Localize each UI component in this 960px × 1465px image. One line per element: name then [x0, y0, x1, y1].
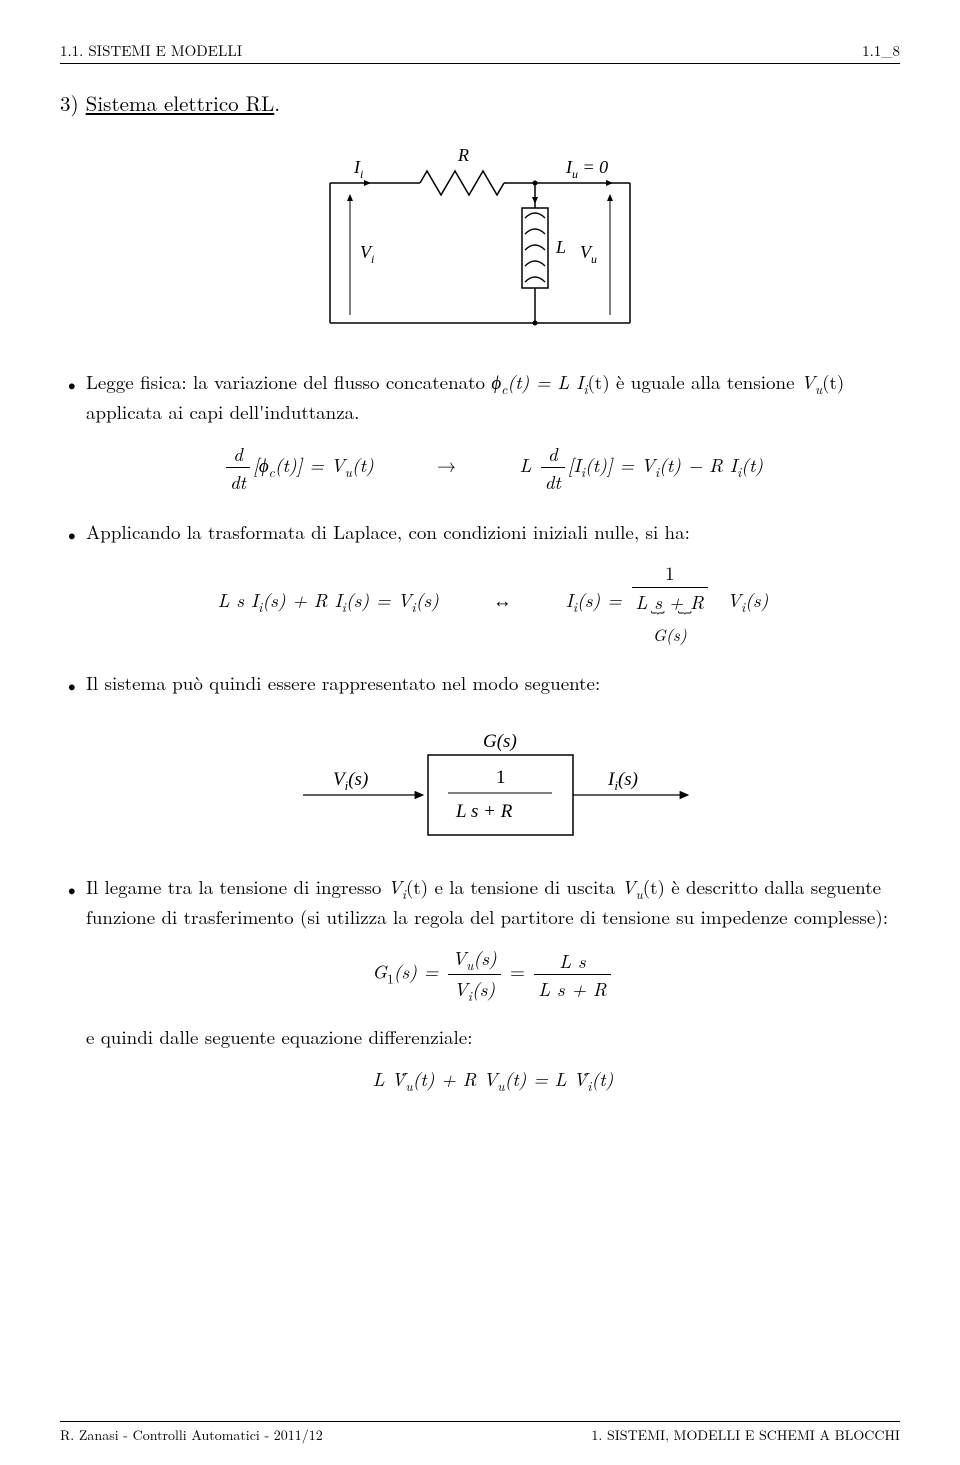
underbrace-icon: ︸ ︸: [629, 615, 712, 622]
eq4-c: (t) = L V̇: [505, 1065, 588, 1092]
svg-text:Vu: Vu: [580, 242, 597, 266]
eq2-Vi: V: [727, 586, 741, 613]
eq2-brace-group: 1L s + R ︸ ︸ G(s): [629, 559, 712, 647]
eq4-b: (t) + R V: [413, 1065, 498, 1092]
bullet-4: Il legame tra la tensione di ingresso Vi…: [60, 873, 900, 1095]
eq1-rhs-b: (t)] = V: [585, 451, 655, 478]
block-diagram: Vi(s) G(s) 1 L s + R Ii(s): [86, 715, 900, 845]
eq3-eq2: =: [510, 958, 531, 985]
eq3-n1a: V: [452, 944, 466, 971]
eq1-lhs-c: (t): [352, 451, 374, 478]
b4-t1: (t) e la tensione di uscita: [406, 873, 622, 900]
svg-text:Ii(s): Ii(s): [607, 769, 638, 793]
eq1-L: L: [519, 451, 531, 478]
b1-phi: ϕ: [491, 368, 501, 395]
equation-1: ddt[ϕc(t)] = Vu(t) → L ddt[Ii(t)] = Vi(t…: [86, 440, 900, 496]
eq1-rhs-a: [I: [568, 451, 581, 478]
eq3-d1a: V: [454, 975, 468, 1002]
eq3-den2: L s + R: [534, 975, 611, 1003]
b4-Vu-sub: u: [636, 883, 643, 902]
header-left: 1.1. SISTEMI E MODELLI: [60, 40, 242, 61]
eq3-num2: L s: [534, 947, 611, 976]
eq1-d-den: dt: [226, 468, 250, 496]
equation-2: L s Ii(s) + R Ii(s) = Vi(s) ↔ Ii(s) = 1L…: [86, 559, 900, 647]
eq4-a: L V̇: [373, 1065, 406, 1092]
b4b-text: e quindi dalle seguente equazione differ…: [86, 1023, 900, 1051]
section-title-text: Sistema elettrico RL: [86, 88, 275, 118]
circuit-svg: Ii R Iu = 0 Vi L Vu: [310, 143, 650, 338]
eq1-d2-den: dt: [541, 468, 565, 496]
page-header: 1.1. SISTEMI E MODELLI 1.1_8: [60, 40, 900, 64]
b4-Vi: V: [388, 873, 402, 900]
eq4-d: (t): [592, 1065, 614, 1092]
eq4-bs: u: [497, 1076, 504, 1095]
header-right: 1.1_8: [862, 40, 900, 61]
eq2-lhs-d: (s): [416, 586, 439, 613]
eq1-lhs-a: [ϕ: [253, 451, 269, 478]
b2-text: Applicando la trasformata di Laplace, co…: [86, 518, 690, 545]
eq4-as: u: [405, 1076, 412, 1095]
b3-text: Il sistema può quindi essere rappresenta…: [86, 669, 600, 696]
svg-text:G(s): G(s): [483, 731, 517, 752]
eq2-harr: ↔: [493, 586, 512, 613]
eq3-d1b: (s): [472, 975, 495, 1002]
bullet-3: Il sistema può quindi essere rappresenta…: [60, 669, 900, 845]
svg-text:1: 1: [496, 767, 506, 788]
eq2-lhs-c: (s) = V: [346, 586, 412, 613]
rl-circuit-diagram: Ii R Iu = 0 Vi L Vu: [60, 143, 900, 338]
block-svg: Vi(s) G(s) 1 L s + R Ii(s): [288, 715, 698, 845]
eq2-Gs: G(s): [629, 622, 712, 647]
svg-text:R: R: [457, 145, 469, 165]
eq2-lhs-b: (s) + R I: [262, 586, 341, 613]
svg-text:L: L: [555, 237, 566, 257]
equation-3: G1(s) = Vu(s) Vi(s) = L s L s + R: [86, 944, 900, 1005]
b1-text-a: Legge fisica: la variazione del flusso c…: [86, 368, 491, 395]
b4-Vu: V: [622, 873, 636, 900]
footer-right: 1. SISTEMI, MODELLI E SCHEMI A BLOCCHI: [591, 1425, 900, 1445]
eq3-n1b: (s): [473, 944, 496, 971]
b4-text-a: Il legame tra la tensione di ingresso: [86, 873, 388, 900]
svg-text:L s + R: L s + R: [455, 801, 513, 822]
page-footer: R. Zanasi - Controlli Automatici - 2011/…: [60, 1421, 900, 1445]
equation-4: L V̇u(t) + R Vu(t) = L V̇i(t): [86, 1065, 900, 1095]
section-suffix: .: [274, 88, 280, 118]
eq2-rhs-a: I: [566, 586, 573, 613]
eq2-num: 1: [632, 559, 709, 588]
eq1-lhs-b: (t)] = V: [275, 451, 345, 478]
eq1-lhs-sub2: u: [345, 462, 352, 481]
eq2-rhs-b: (s) =: [577, 586, 629, 613]
eq1-rhs-c: (t) − R I: [659, 451, 737, 478]
b1-Vu: V: [801, 368, 815, 395]
b1-t: (t) = L I: [507, 368, 583, 395]
footer-left: R. Zanasi - Controlli Automatici - 2011/…: [60, 1425, 323, 1445]
eq2-Vi-s: (s): [745, 586, 768, 613]
svg-text:Ii: Ii: [353, 157, 363, 181]
svg-text:Vi(s): Vi(s): [333, 769, 368, 793]
bullet-1: Legge fisica: la variazione del flusso c…: [60, 368, 900, 496]
eq3-G1: G: [372, 958, 387, 985]
eq1-rhs-d: (t): [741, 451, 763, 478]
section-title: 3) Sistema elettrico RL.: [60, 88, 900, 118]
bullet-2: Applicando la trasformata di Laplace, co…: [60, 518, 900, 647]
section-number: 3): [60, 88, 79, 118]
svg-text:Iu = 0: Iu = 0: [565, 157, 608, 181]
eq1-d2-num: d: [541, 440, 565, 469]
eq3-eq: (s) =: [394, 958, 446, 985]
svg-text:Vi: Vi: [360, 242, 374, 266]
eq3-G1-sub: 1: [387, 969, 394, 988]
eq2-lhs: L s I: [218, 586, 259, 613]
b1-t2: (t) è uguale alla tensione: [588, 368, 801, 395]
eq1-arrow: →: [437, 451, 456, 478]
eq1-d-num: d: [226, 440, 250, 469]
